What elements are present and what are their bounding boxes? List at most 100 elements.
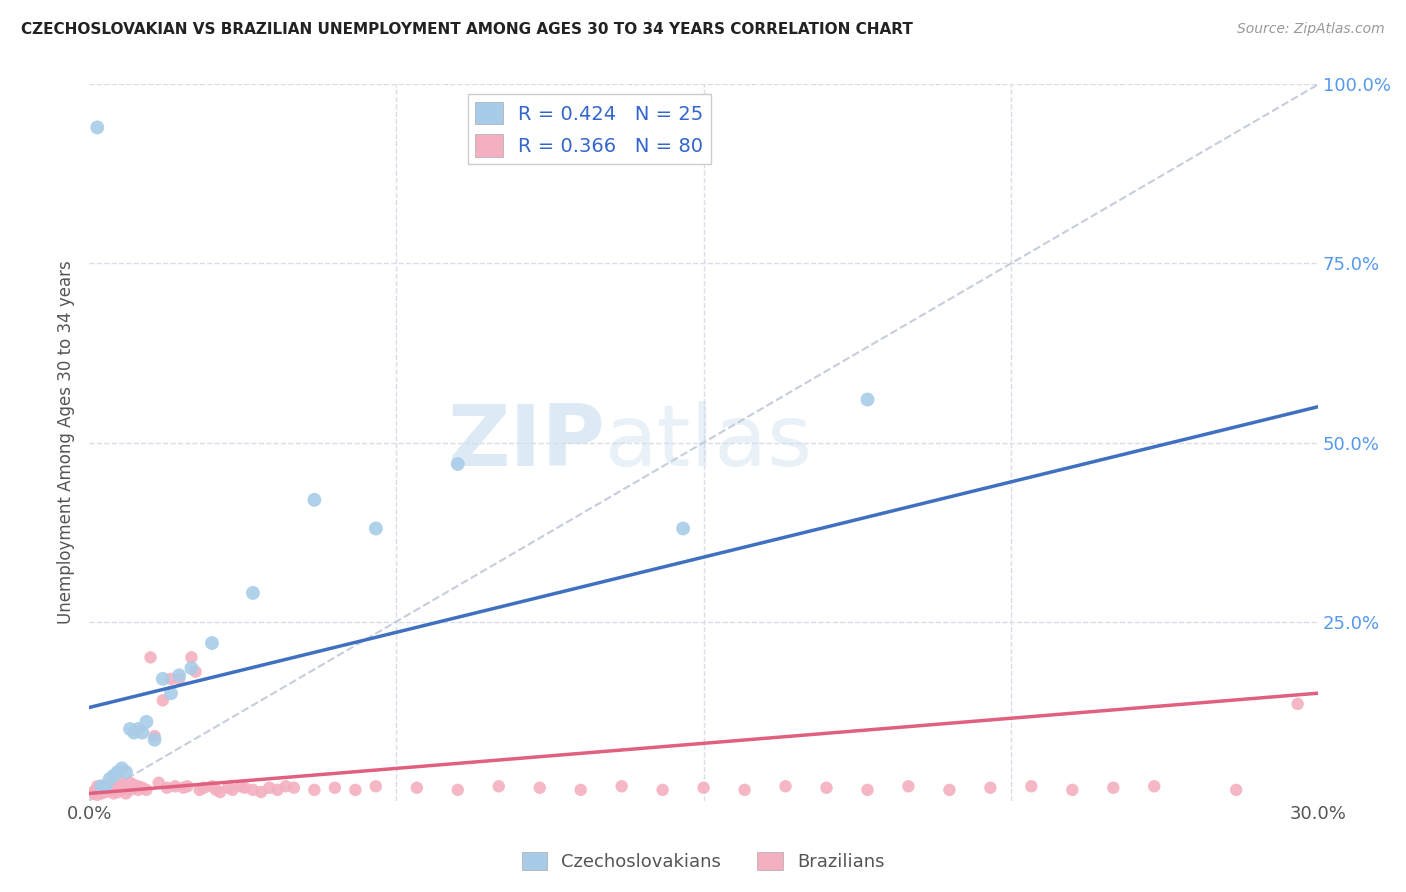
Point — [405, 780, 427, 795]
Point — [979, 780, 1001, 795]
Point — [86, 783, 108, 797]
Point — [447, 457, 470, 471]
Point — [115, 787, 138, 801]
Point — [897, 779, 920, 793]
Point — [250, 785, 273, 799]
Point — [201, 636, 224, 650]
Point — [259, 780, 281, 795]
Point — [127, 779, 149, 793]
Point — [856, 392, 879, 407]
Point — [242, 586, 264, 600]
Point — [103, 780, 125, 795]
Point — [815, 780, 838, 795]
Point — [90, 787, 112, 801]
Point — [188, 783, 211, 797]
Point — [118, 775, 141, 789]
Text: CZECHOSLOVAKIAN VS BRAZILIAN UNEMPLOYMENT AMONG AGES 30 TO 34 YEARS CORRELATION : CZECHOSLOVAKIAN VS BRAZILIAN UNEMPLOYMEN… — [21, 22, 912, 37]
Point — [217, 780, 239, 795]
Point — [1102, 780, 1125, 795]
Point — [90, 779, 112, 793]
Point — [569, 783, 592, 797]
Point — [86, 788, 108, 802]
Legend: R = 0.424   N = 25, R = 0.366   N = 80: R = 0.424 N = 25, R = 0.366 N = 80 — [468, 95, 711, 164]
Point — [447, 783, 470, 797]
Point — [111, 775, 134, 789]
Point — [344, 783, 367, 797]
Point — [221, 783, 243, 797]
Legend: Czechoslovakians, Brazilians: Czechoslovakians, Brazilians — [515, 845, 891, 879]
Point — [775, 779, 797, 793]
Point — [107, 764, 129, 779]
Point — [229, 779, 252, 793]
Point — [98, 783, 121, 797]
Point — [529, 780, 551, 795]
Point — [938, 783, 960, 797]
Point — [127, 783, 149, 797]
Point — [131, 725, 153, 739]
Point — [692, 780, 714, 795]
Point — [242, 783, 264, 797]
Point — [143, 729, 166, 743]
Point — [103, 787, 125, 801]
Point — [82, 785, 104, 799]
Point — [98, 779, 121, 793]
Point — [233, 780, 256, 795]
Point — [734, 783, 756, 797]
Point — [139, 650, 162, 665]
Point — [610, 779, 633, 793]
Point — [266, 783, 288, 797]
Point — [143, 732, 166, 747]
Point — [1286, 697, 1309, 711]
Point — [304, 783, 326, 797]
Point — [152, 672, 174, 686]
Point — [86, 120, 108, 135]
Point — [135, 783, 157, 797]
Point — [1062, 783, 1084, 797]
Point — [1225, 783, 1247, 797]
Point — [90, 779, 112, 793]
Point — [205, 783, 228, 797]
Point — [122, 780, 145, 795]
Point — [283, 780, 305, 795]
Point — [156, 780, 179, 795]
Point — [148, 775, 170, 789]
Point — [111, 761, 134, 775]
Point — [86, 779, 108, 793]
Point — [209, 785, 232, 799]
Point — [82, 787, 104, 801]
Point — [98, 772, 121, 786]
Point — [152, 693, 174, 707]
Point — [118, 722, 141, 736]
Point — [167, 672, 190, 686]
Point — [131, 780, 153, 795]
Point — [107, 779, 129, 793]
Point — [165, 779, 187, 793]
Point — [672, 521, 695, 535]
Point — [94, 780, 117, 795]
Point — [176, 779, 198, 793]
Point — [201, 779, 224, 793]
Point — [135, 714, 157, 729]
Point — [107, 785, 129, 799]
Y-axis label: Unemployment Among Ages 30 to 34 years: Unemployment Among Ages 30 to 34 years — [58, 260, 75, 624]
Text: ZIP: ZIP — [447, 401, 605, 484]
Point — [122, 725, 145, 739]
Point — [323, 780, 346, 795]
Point — [115, 764, 138, 779]
Point — [364, 779, 387, 793]
Point — [651, 783, 673, 797]
Point — [90, 783, 112, 797]
Point — [180, 650, 202, 665]
Point — [167, 668, 190, 682]
Point — [274, 779, 297, 793]
Point — [103, 768, 125, 782]
Point — [94, 779, 117, 793]
Point — [1143, 779, 1166, 793]
Point — [180, 661, 202, 675]
Point — [118, 783, 141, 797]
Text: atlas: atlas — [605, 401, 813, 484]
Point — [160, 672, 183, 686]
Point — [160, 686, 183, 700]
Point — [1021, 779, 1043, 793]
Point — [115, 779, 138, 793]
